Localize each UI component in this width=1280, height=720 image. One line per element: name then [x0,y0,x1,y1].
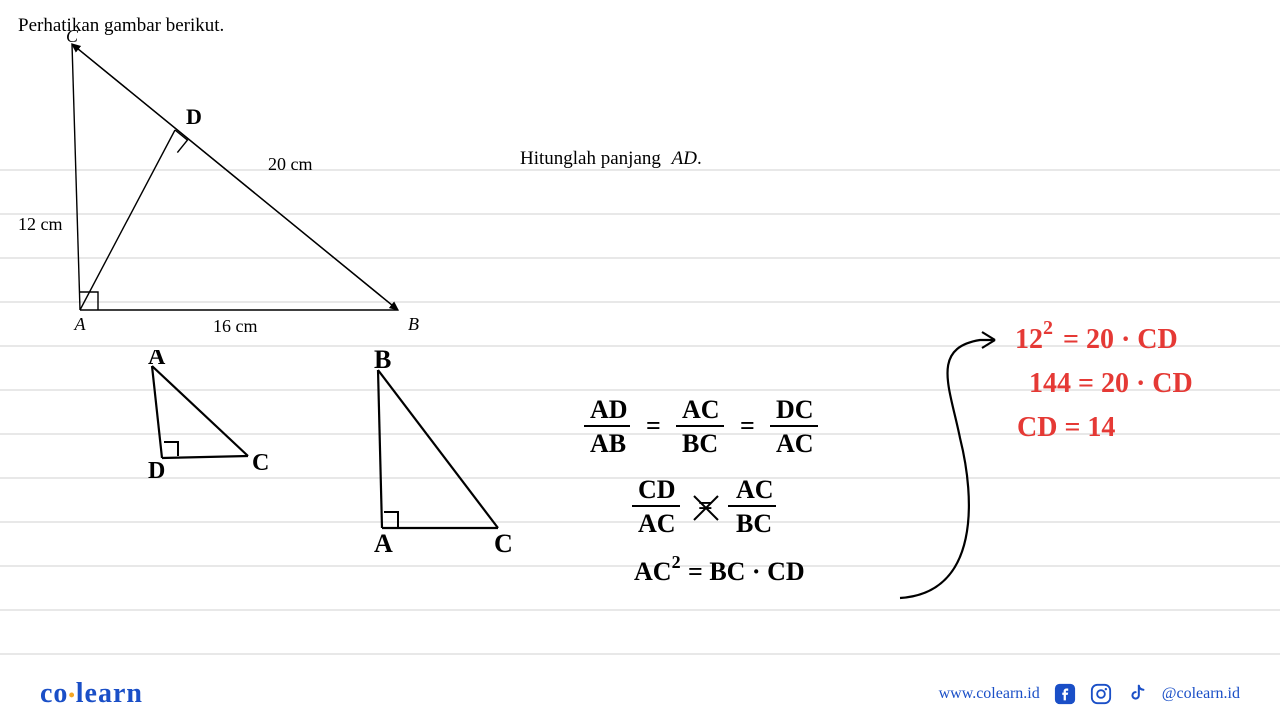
t2-C: C [494,529,513,558]
svg-text:BC: BC [736,509,772,538]
svg-text:=: = [698,491,713,520]
t2-A: A [374,529,393,558]
svg-text:=: = [740,411,755,440]
tiktok-icon [1126,683,1148,705]
svg-text:CD = 14: CD = 14 [1017,412,1115,443]
svg-text:AC: AC [638,509,676,538]
svg-text:AB: AB [590,429,626,458]
label-C: C [66,26,79,46]
svg-text:=: = [646,411,661,440]
small-triangle-2: B A C [330,350,550,570]
side-cb: 20 cm [268,154,313,174]
small-triangle-1: A D C [118,350,298,510]
t1-A: A [148,350,166,370]
svg-text:144 = 20 · CD: 144 = 20 · CD [1029,368,1193,399]
svg-text:AC: AC [736,475,774,504]
brand-logo: co•learn [40,678,143,710]
svg-text:BC: BC [682,429,718,458]
svg-text:AD: AD [590,395,628,424]
instruction: Hitunglah panjang AD. [520,148,702,170]
main-triangle: A B C D 20 cm 12 cm 16 cm [18,20,458,370]
svg-text:122= 20 · CD: 122= 20 · CD [1015,317,1178,355]
label-D: D [186,104,202,129]
t1-D: D [148,458,165,484]
t2-B: B [374,350,391,374]
svg-text:= BC · CD: = BC · CD [688,557,805,586]
svg-text:AC2: AC2 [634,552,681,586]
footer: co•learn www.colearn.id @colearn.id [0,668,1280,720]
footer-handle: @colearn.id [1162,685,1240,703]
svg-text:DC: DC [776,395,814,424]
red-work: 122= 20 · CD 144 = 20 · CD CD = 14 [1005,308,1280,478]
svg-text:AC: AC [776,429,814,458]
instagram-icon [1090,683,1112,705]
label-B: B [408,314,419,334]
side-ab: 16 cm [213,316,258,336]
side-ca: 12 cm [18,214,63,234]
label-A: A [74,314,87,334]
svg-text:CD: CD [638,475,676,504]
svg-text:AC: AC [682,395,720,424]
footer-url: www.colearn.id [939,685,1040,703]
t1-C: C [252,450,269,476]
facebook-icon [1054,683,1076,705]
